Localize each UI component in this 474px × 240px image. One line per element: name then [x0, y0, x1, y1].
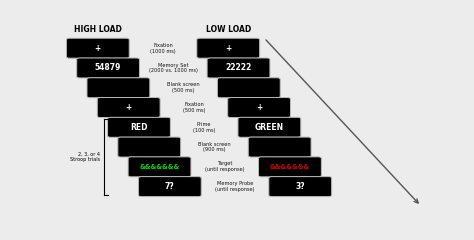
Text: 22222: 22222 — [226, 63, 252, 72]
Text: Fixation
(500 ms): Fixation (500 ms) — [182, 102, 205, 113]
FancyBboxPatch shape — [218, 78, 280, 98]
Text: Prime
(100 ms): Prime (100 ms) — [193, 122, 215, 133]
FancyBboxPatch shape — [238, 117, 301, 137]
Text: 2, 3, or 4
Stroop trials: 2, 3, or 4 Stroop trials — [70, 151, 100, 162]
Text: Target
(until response): Target (until response) — [205, 162, 245, 172]
Text: 54879: 54879 — [95, 63, 121, 72]
FancyBboxPatch shape — [97, 97, 160, 118]
Text: 7?: 7? — [165, 182, 175, 191]
Text: +: + — [256, 103, 262, 112]
FancyBboxPatch shape — [66, 38, 129, 58]
Text: +: + — [126, 103, 132, 112]
Text: Memory Probe
(until response): Memory Probe (until response) — [215, 181, 255, 192]
Text: Memory Set
(2000 vs. 1000 ms): Memory Set (2000 vs. 1000 ms) — [149, 63, 198, 73]
Text: GREEN: GREEN — [255, 123, 284, 132]
Text: &&&&&&&: &&&&&&& — [139, 164, 180, 170]
Text: LOW LOAD: LOW LOAD — [206, 25, 251, 34]
Text: HIGH LOAD: HIGH LOAD — [74, 25, 122, 34]
Text: RED: RED — [130, 123, 148, 132]
FancyBboxPatch shape — [108, 117, 170, 137]
FancyBboxPatch shape — [87, 78, 150, 98]
Text: +: + — [95, 44, 101, 53]
FancyBboxPatch shape — [197, 38, 260, 58]
FancyBboxPatch shape — [228, 97, 291, 118]
Text: +: + — [225, 44, 231, 53]
Text: Fixation
(1000 ms): Fixation (1000 ms) — [150, 43, 176, 54]
FancyBboxPatch shape — [77, 58, 139, 78]
Text: Blank screen
(900 ms): Blank screen (900 ms) — [198, 142, 231, 152]
FancyBboxPatch shape — [118, 137, 181, 157]
Text: 3?: 3? — [295, 182, 305, 191]
FancyBboxPatch shape — [207, 58, 270, 78]
FancyBboxPatch shape — [269, 177, 332, 197]
FancyBboxPatch shape — [138, 177, 201, 197]
FancyBboxPatch shape — [258, 157, 321, 177]
FancyBboxPatch shape — [248, 137, 311, 157]
FancyBboxPatch shape — [128, 157, 191, 177]
Text: &&&&&&&: &&&&&&& — [270, 164, 310, 170]
Text: Blank screen
(500 ms): Blank screen (500 ms) — [167, 82, 200, 93]
